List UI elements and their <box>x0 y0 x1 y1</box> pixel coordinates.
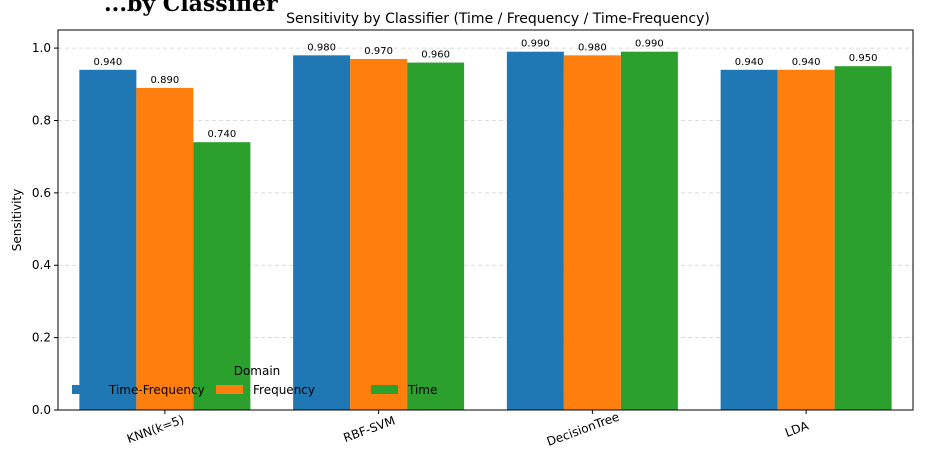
bar-frequency <box>777 69 835 411</box>
bar-value-label: 0.990 <box>521 39 550 50</box>
y-tick-label: 0.4 <box>32 258 51 272</box>
y-tick-label: 0.0 <box>32 403 51 417</box>
legend-swatch <box>72 385 99 394</box>
y-tick-label: 0.6 <box>32 186 51 200</box>
y-tick-label: 0.2 <box>32 331 51 345</box>
y-axis: 0.0 0.2 0.4 0.6 0.8 1.0 <box>32 41 58 417</box>
bar-time-frequency <box>79 69 137 411</box>
bar-time <box>834 66 892 410</box>
bar-value-labels: 0.940 0.890 0.740 0.980 0.970 0.960 0.990 0.980… <box>94 39 878 140</box>
bar-value-label: 0.990 <box>635 39 664 50</box>
legend-label: Time-Frequency <box>108 383 205 397</box>
bar-value-label: 0.890 <box>151 75 180 86</box>
legend-swatch <box>216 385 243 394</box>
legend-swatch <box>371 385 398 394</box>
bar-time <box>620 51 678 410</box>
bar-value-label: 0.960 <box>421 50 450 61</box>
y-tick-label: 0.8 <box>32 113 51 127</box>
bar-frequency <box>136 87 194 411</box>
y-tick-label: 1.0 <box>32 41 51 55</box>
bar-value-label: 0.970 <box>364 46 393 57</box>
bar-value-label: 0.940 <box>735 57 764 68</box>
legend-title: Domain <box>234 364 281 378</box>
bar-value-label: 0.980 <box>578 42 607 53</box>
bar-time-frequency <box>293 55 351 410</box>
legend-label: Time <box>407 383 437 397</box>
background-title-fragment: ...by Classifier <box>104 0 278 17</box>
y-axis-label: Sensitivity <box>10 189 24 251</box>
bar-time <box>193 142 251 410</box>
bar-frequency <box>563 55 621 410</box>
bar-value-label: 0.940 <box>792 57 821 68</box>
bar-frequency <box>350 58 408 410</box>
legend-label: Frequency <box>253 383 315 397</box>
plot-frame <box>57 29 914 411</box>
bar-value-label: 0.940 <box>94 57 123 68</box>
bars-group <box>79 51 892 411</box>
legend: Domain Time-Frequency Frequency Time <box>72 364 437 397</box>
bar-time <box>407 62 465 410</box>
chart-title: Sensitivity by Classifier (Time / Freque… <box>286 11 710 27</box>
bar-time-frequency <box>720 69 778 411</box>
bar-value-label: 0.950 <box>849 53 878 64</box>
bar-time-frequency <box>506 51 564 410</box>
bar-value-label: 0.740 <box>208 129 237 140</box>
bar-value-label: 0.980 <box>307 42 336 53</box>
